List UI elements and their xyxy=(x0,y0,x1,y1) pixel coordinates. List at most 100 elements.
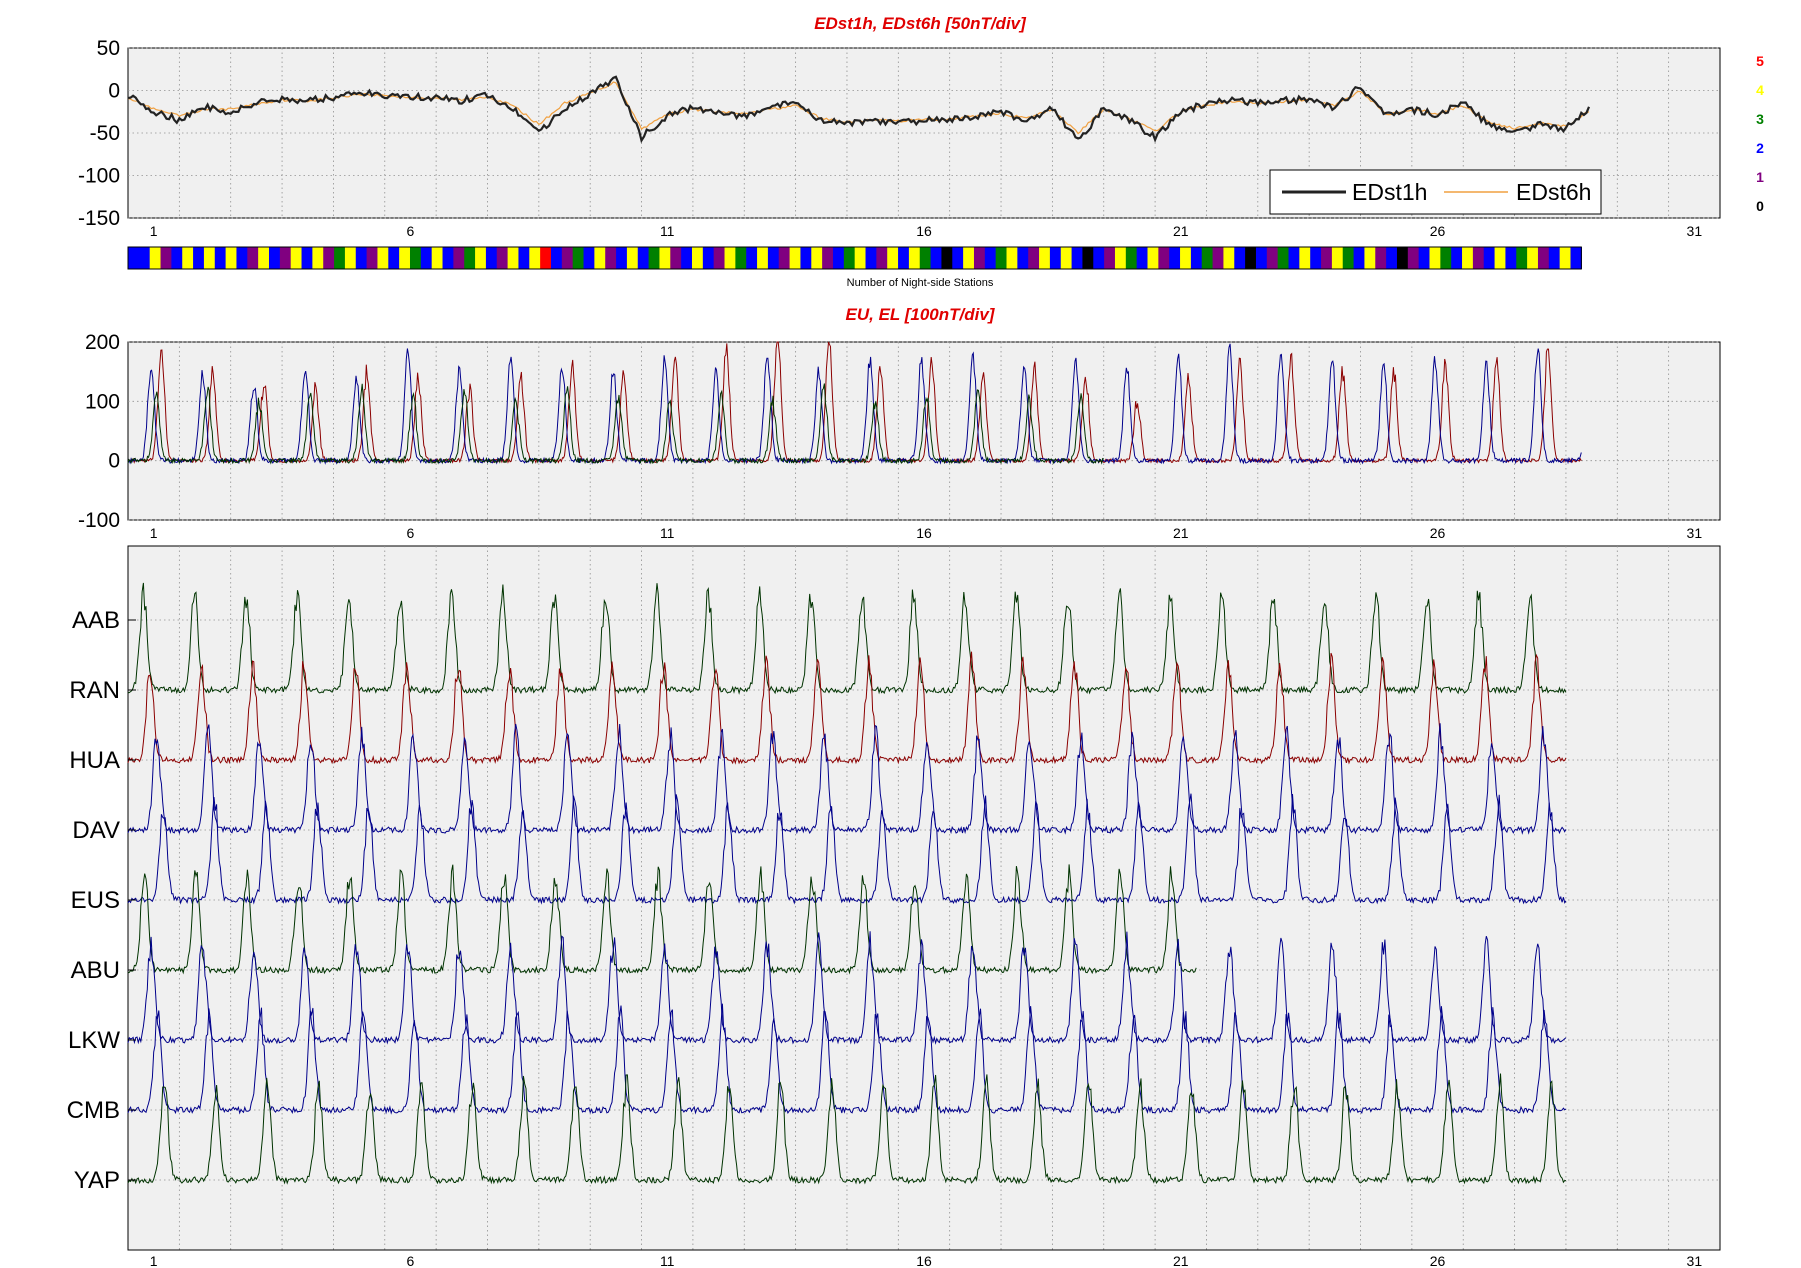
colorbar-cell xyxy=(1548,247,1561,269)
x-tick-label: 16 xyxy=(916,223,932,239)
colorbar-cell xyxy=(832,247,845,269)
colorbar-cell xyxy=(1060,247,1073,269)
colorbar-label: Number of Night-side Stations xyxy=(847,277,994,289)
colorbar-cell xyxy=(1028,247,1040,269)
colorbar-cell xyxy=(399,247,411,269)
colorbar-cell xyxy=(1527,247,1539,269)
colorbar-cell xyxy=(1255,247,1268,269)
colorbar-cell xyxy=(1299,247,1311,269)
colorbar-cell xyxy=(1483,247,1496,269)
colorbar-cell xyxy=(746,247,758,269)
x-tick-label: 6 xyxy=(407,1253,415,1268)
colorbar-cell xyxy=(1516,247,1528,269)
eu-el-y-ticks: 200 100 0 -100 xyxy=(78,331,120,532)
edst-title: EDst1h, EDst6h [50nT/div] xyxy=(814,14,1027,33)
edst-grid xyxy=(128,47,1720,219)
y-tick-label: -100 xyxy=(78,165,120,188)
colorbar-cell xyxy=(550,247,563,269)
colorbar-cell xyxy=(778,247,791,269)
colorbar-cell xyxy=(344,247,357,269)
colorbar-cell xyxy=(1266,247,1279,269)
colorbar-cell xyxy=(312,247,324,269)
colorbar-cell xyxy=(1223,247,1235,269)
edst-legend: EDst1h EDst6h xyxy=(1269,169,1602,215)
station-trace-dav xyxy=(127,793,1567,905)
colorbar-cell xyxy=(268,247,281,269)
x-tick-label: 16 xyxy=(916,1253,932,1268)
station-trace-eus xyxy=(127,864,1197,975)
colorbar-cell xyxy=(1017,247,1029,269)
colorbar-cell xyxy=(637,247,650,269)
colorbar-cell xyxy=(594,247,606,269)
x-tick-label: 31 xyxy=(1687,525,1703,541)
colorbar-cell xyxy=(800,247,812,269)
legend-label-edst1h: EDst1h xyxy=(1352,179,1427,205)
y-tick-label: -100 xyxy=(78,509,120,532)
colorbar-cell xyxy=(485,247,498,269)
colorbar-cell xyxy=(1570,247,1582,269)
station-labels: AAB RAN HUA DAV EUS ABU LKW CMB YAP xyxy=(67,607,136,1194)
series-line-edst1h xyxy=(127,75,1591,144)
colorbar-cell xyxy=(908,247,921,269)
station-trace-cmb xyxy=(127,1073,1566,1185)
colorbar-cell xyxy=(843,247,856,269)
colorbar-cell xyxy=(377,247,389,269)
colorbar-cell xyxy=(1353,247,1366,269)
colorbar-cell xyxy=(1440,247,1452,269)
colorbar-cell xyxy=(941,247,953,269)
colorbar-cell xyxy=(182,247,194,269)
colorbar-cell xyxy=(713,247,726,269)
colorbar-cell xyxy=(138,247,151,269)
eu-el-x-ticks: 1 6 11 16 21 26 31 xyxy=(150,525,1703,541)
colorbar-cell xyxy=(1288,247,1300,269)
colorbar-cell xyxy=(1039,247,1051,269)
colorbar-cell xyxy=(1472,247,1485,269)
x-tick-label: 11 xyxy=(660,223,675,239)
colorbar-cell xyxy=(323,247,335,269)
colorbar-cell xyxy=(681,247,693,269)
station-label-aab: AAB xyxy=(72,607,120,634)
colorbar-cell xyxy=(898,247,910,269)
colorbar-cell xyxy=(1158,247,1170,269)
colorbar-cell xyxy=(518,247,530,269)
station-label-dav: DAV xyxy=(72,817,120,844)
colorbar-cell xyxy=(388,247,400,269)
colorbar-cell xyxy=(258,247,270,269)
stations-x-ticks: 1 6 11 16 21 26 31 xyxy=(150,1253,1703,1268)
colorbar-cell xyxy=(1407,247,1420,269)
colorbar-cell xyxy=(876,247,888,269)
colorbar-cell xyxy=(724,247,736,269)
colorbar-cell xyxy=(247,247,259,269)
colorbar-cell xyxy=(670,247,682,269)
colorbar-cell xyxy=(334,247,346,269)
colorbar-cell xyxy=(757,247,769,269)
colorbar-cell xyxy=(984,247,997,269)
x-tick-label: 16 xyxy=(916,525,932,541)
x-tick-label: 26 xyxy=(1430,1253,1446,1268)
colorbar-cell xyxy=(225,247,238,269)
station-label-eus: EUS xyxy=(71,887,120,914)
colorbar-cell xyxy=(1114,247,1127,269)
colorbar-cell xyxy=(193,247,205,269)
x-tick-label: 26 xyxy=(1430,525,1446,541)
colorbar-cell xyxy=(1169,247,1181,269)
colorbar-cell xyxy=(409,247,422,269)
stations-lines xyxy=(127,582,1567,1185)
colorbar-cell xyxy=(973,247,986,269)
station-trace-lkw xyxy=(127,1003,1567,1115)
colorbar-cell xyxy=(963,247,975,269)
colorbar-cell xyxy=(1190,247,1203,269)
colorbar-cell xyxy=(366,247,379,269)
colorbar-cell xyxy=(1342,247,1355,269)
station-label-yap: YAP xyxy=(74,1167,120,1194)
colorbar-cell xyxy=(572,247,585,269)
colorbar-cell xyxy=(616,247,628,269)
colorbar-cell xyxy=(1310,247,1322,269)
x-tick-label: 21 xyxy=(1173,223,1189,239)
edst-lines xyxy=(127,75,1591,144)
colorbar-cell xyxy=(1201,247,1214,269)
colorbar-cell xyxy=(279,247,292,269)
colorbar-cell xyxy=(887,247,899,269)
